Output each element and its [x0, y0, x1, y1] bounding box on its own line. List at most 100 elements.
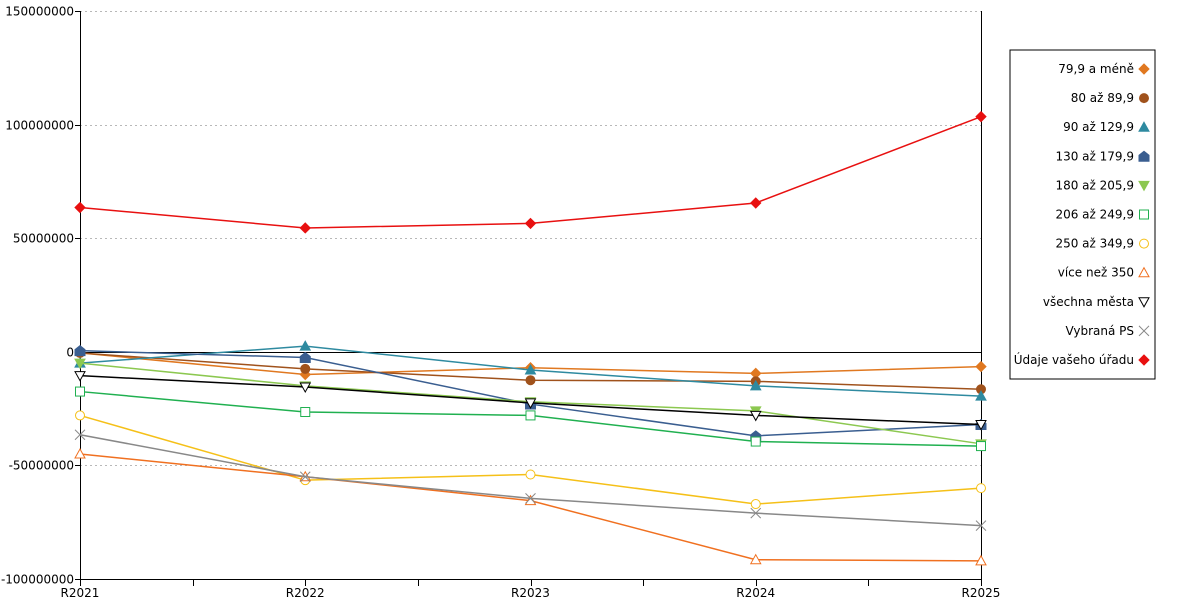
x-marker-stroke: [74, 429, 86, 441]
data-point: [299, 340, 312, 351]
data-point: [299, 471, 311, 483]
x-tick-label: R2025: [962, 586, 1001, 600]
legend-label: všechna města: [1043, 295, 1134, 309]
legend-item-0: 79,9 a méně: [1058, 62, 1150, 76]
data-point: [299, 382, 312, 394]
data-point: [524, 494, 537, 506]
data-point: [976, 441, 986, 452]
data-point: [975, 520, 987, 531]
legend-label: 90 až 129,9: [1063, 120, 1134, 134]
legend-marker: [1138, 297, 1150, 308]
series-3: [74, 345, 987, 442]
legend-marker: [1138, 121, 1150, 132]
legend-label: 80 až 89,9: [1071, 91, 1134, 105]
y-tick-label: 150000000: [5, 5, 74, 19]
data-point: [976, 483, 986, 494]
legend-label: Údaje vašeho úřadu: [1014, 352, 1134, 367]
data-point: [975, 554, 987, 566]
legend-marker: [1139, 209, 1149, 220]
data-point: [300, 407, 311, 418]
series-line: [79, 433, 982, 527]
legend-item-2: 90 až 129,9: [1063, 120, 1150, 134]
data-point: [299, 351, 311, 363]
legend-item-3: 130 až 179,9: [1055, 149, 1150, 163]
x-marker-stroke: [299, 471, 311, 483]
x-marker-stroke: [525, 492, 536, 504]
data-point: [524, 217, 537, 230]
legend-item-8: všechna města: [1043, 295, 1150, 309]
grid-lines: [80, 11, 981, 466]
legend-marker: [1139, 238, 1149, 249]
legend-label: více než 350: [1058, 266, 1134, 280]
data-point: [749, 410, 762, 422]
legend-label: 130 až 179,9: [1055, 149, 1134, 163]
x-marker-stroke: [750, 507, 762, 519]
legend-marker: [1138, 266, 1150, 278]
x-tick-label: R2024: [736, 586, 775, 600]
data-point: [975, 360, 987, 373]
y-tick-label: 0: [66, 346, 74, 360]
data-point: [749, 379, 762, 391]
series-line: [79, 115, 982, 229]
y-tick-label: -100000000: [1, 573, 74, 587]
y-tick-label: 50000000: [13, 232, 74, 246]
y-tick-label: 100000000: [5, 119, 74, 133]
series-group: [74, 110, 987, 566]
data-point: [75, 386, 85, 397]
legend: 79,9 a méně 80 až 89,9 90 až 129,9 130 až 1…: [1009, 49, 1156, 380]
data-point: [299, 222, 311, 234]
data-point: [75, 410, 85, 421]
data-point: [750, 507, 762, 519]
legend-marker: [1138, 354, 1150, 366]
data-point: [975, 420, 987, 431]
data-point: [525, 492, 536, 504]
legend-marker: [1138, 325, 1150, 337]
data-point: [525, 375, 536, 386]
legend-marker: [1138, 150, 1150, 162]
legend-item-4: 180 až 205,9: [1055, 178, 1150, 192]
data-point: [300, 363, 311, 374]
legend-label: 79,9 a méně: [1058, 62, 1134, 76]
series-10: [74, 110, 987, 234]
x-tick-label: R2021: [61, 586, 100, 600]
legend-label: 206 až 249,9: [1055, 208, 1134, 222]
data-point: [74, 201, 86, 214]
legend-label: 250 až 349,9: [1055, 237, 1134, 251]
data-point: [750, 499, 761, 510]
axes: 150000000 100000000 50000000 0 -50000000 -100…: [1, 5, 1000, 600]
data-point: [750, 436, 761, 447]
data-point: [749, 553, 762, 565]
legend-label: 180 až 205,9: [1055, 178, 1134, 192]
x-tick-label: R2023: [511, 586, 550, 600]
x-marker-stroke: [1138, 325, 1150, 337]
legend-item-9: Vybraná PS: [1065, 324, 1150, 338]
data-point: [524, 398, 537, 409]
y-tick-label: -50000000: [9, 459, 74, 473]
legend-label: Vybraná PS: [1065, 324, 1134, 338]
data-point: [975, 110, 987, 123]
series-9: [74, 429, 987, 531]
data-point: [74, 345, 86, 357]
legend-box: [1009, 49, 1156, 380]
data-point: [74, 358, 86, 370]
data-point: [74, 371, 86, 382]
legend-item-10: Údaje vašeho úřadu: [1014, 352, 1150, 367]
data-point: [975, 390, 987, 401]
x-marker-stroke: [975, 520, 987, 531]
legend-item-6: 250 až 349,9: [1055, 237, 1149, 251]
x-tick-label: R2022: [286, 586, 325, 600]
data-point: [74, 429, 86, 441]
series-8: [74, 371, 987, 431]
legend-item-5: 206 až 249,9: [1055, 208, 1149, 222]
data-point: [525, 410, 536, 421]
data-point: [524, 363, 537, 375]
legend-marker: [1138, 63, 1150, 75]
data-point: [750, 197, 762, 209]
data-point: [74, 448, 86, 459]
series-7: [74, 448, 987, 566]
data-point: [525, 469, 536, 480]
legend-marker: [1139, 93, 1149, 104]
legend-item-7: více než 350: [1058, 266, 1150, 280]
legend-item-1: 80 až 89,9: [1071, 91, 1149, 105]
